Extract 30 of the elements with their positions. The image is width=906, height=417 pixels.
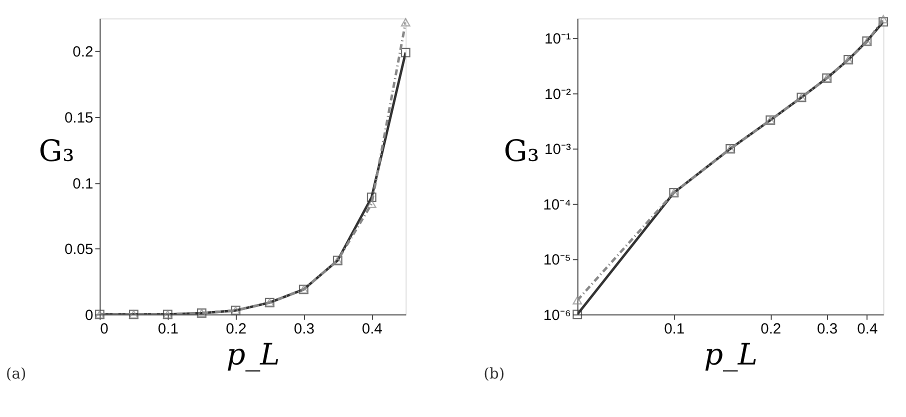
point <box>400 18 410 26</box>
x-axis-title: p_L <box>226 337 280 372</box>
point <box>366 192 376 202</box>
y-tick-label: 10⁻³ <box>544 142 572 158</box>
x-axis-title: p_L <box>704 337 758 372</box>
text: (a) <box>6 366 26 383</box>
y-tick-label: 0.15 <box>64 110 94 126</box>
y-tick-label: 0.2 <box>72 44 94 61</box>
y-tick-label: 0.1 <box>72 176 94 192</box>
x-tick-label: 0.2 <box>760 322 782 338</box>
x-tick-label: 0.2 <box>226 322 246 338</box>
x-tick-label: 0 <box>100 322 108 338</box>
y-tick-label: 10⁻⁴ <box>543 197 571 214</box>
x-tick-label: 0.1 <box>664 322 685 338</box>
x-tick-label: 0.3 <box>817 322 838 338</box>
point <box>366 200 376 208</box>
text: (b) <box>484 366 505 383</box>
x-tick-label: 0.4 <box>857 322 878 338</box>
x-tick-label: 0.3 <box>294 322 314 338</box>
y-tick-label: 0.05 <box>64 242 94 258</box>
y-tick-label: 10⁻⁵ <box>543 252 571 269</box>
y-tick-label: 10⁻⁶ <box>543 308 571 324</box>
point <box>400 48 410 58</box>
y-tick-label: 0 <box>85 308 94 324</box>
x-tick-label: 0.4 <box>362 322 382 338</box>
y-tick-label: 10⁻² <box>544 86 572 103</box>
y-axis-title: G₃ <box>38 134 74 168</box>
y-tick-label: 10⁻¹ <box>544 32 572 48</box>
x-tick-label: 0.1 <box>158 322 178 338</box>
y-axis-title: G₃ <box>504 134 540 168</box>
